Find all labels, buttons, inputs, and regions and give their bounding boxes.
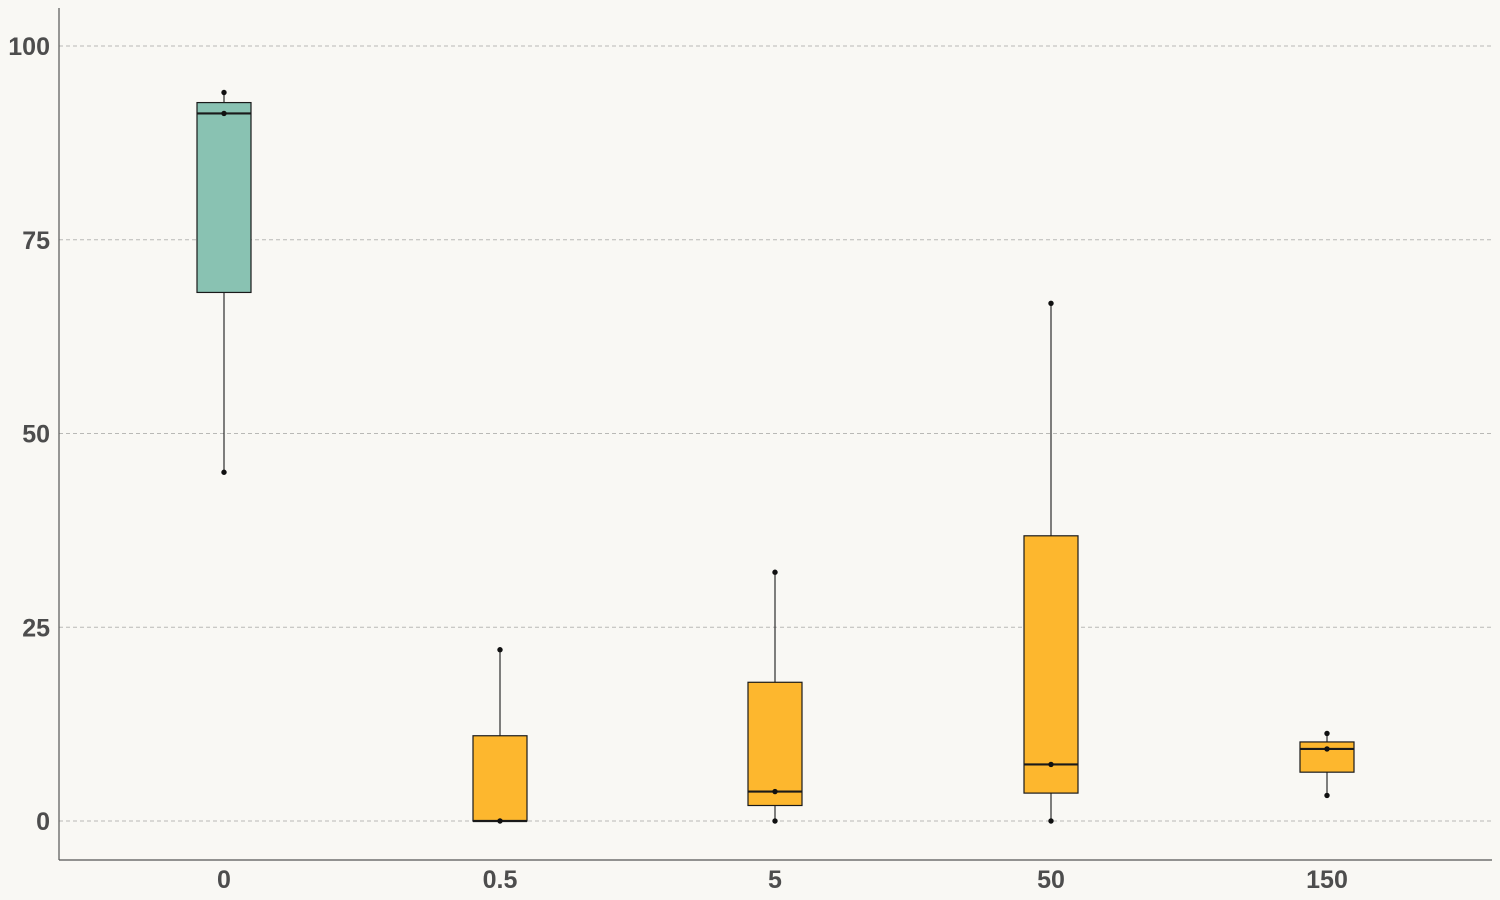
- box-body: [472, 735, 528, 822]
- data-point: [1324, 792, 1330, 799]
- x-tick-label-150: 150: [1306, 866, 1348, 894]
- box-50: [1023, 300, 1079, 824]
- box-0.5: [472, 647, 528, 824]
- box-body: [196, 101, 252, 294]
- y-tick-label-25: 25: [22, 614, 50, 642]
- data-point: [221, 89, 227, 96]
- x-tick-labels: 0 0.5 5 50 150: [217, 866, 1348, 894]
- data-point: [1324, 730, 1330, 737]
- data-point: [497, 818, 503, 824]
- data-point: [1048, 761, 1054, 768]
- data-point: [772, 788, 778, 795]
- axes: [58, 8, 1492, 861]
- data-point: [1048, 818, 1054, 824]
- data-point: [497, 647, 503, 653]
- boxes: [196, 89, 1355, 824]
- x-tick-label-0: 0: [217, 866, 231, 894]
- data-point: [1324, 746, 1330, 752]
- data-point: [772, 569, 778, 575]
- box-body: [1023, 535, 1079, 794]
- box-0: [196, 89, 252, 475]
- y-tick-labels: 0 25 50 75 100: [8, 33, 50, 836]
- data-point: [221, 110, 227, 117]
- y-tick-label-100: 100: [8, 33, 50, 61]
- box-150: [1299, 730, 1355, 799]
- x-tick-label-50: 50: [1037, 866, 1065, 894]
- x-tick-label-5: 5: [768, 866, 782, 894]
- box-5: [747, 569, 803, 824]
- y-tick-label-75: 75: [22, 227, 50, 255]
- box-body: [747, 681, 803, 807]
- x-tick-label-0.5: 0.5: [483, 866, 518, 894]
- data-point: [221, 469, 227, 475]
- y-tick-label-50: 50: [22, 421, 50, 449]
- y-tick-label-0: 0: [36, 808, 50, 836]
- data-point: [1048, 300, 1054, 306]
- data-point: [772, 818, 778, 824]
